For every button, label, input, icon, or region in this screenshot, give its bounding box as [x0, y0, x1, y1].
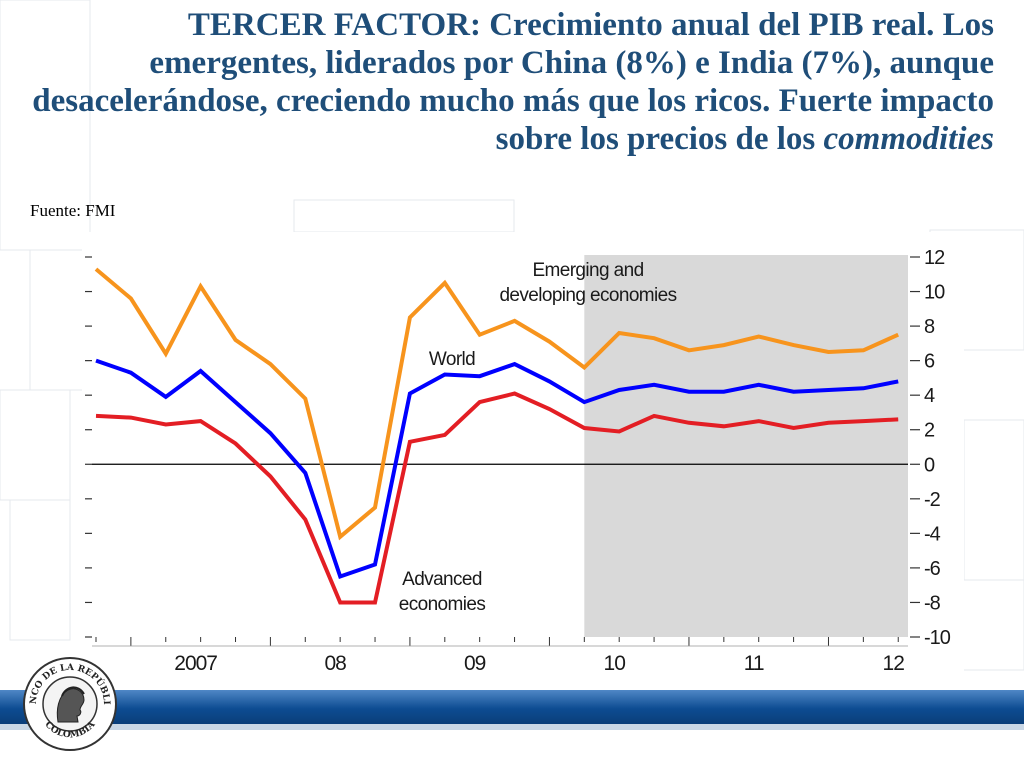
gdp-growth-chart: 12 10 8 6 4 2 0 -2 -4 -6 -8 -10 2007 08 09 10 11 12 Emergi…: [82, 232, 964, 674]
emerging-series-label: Emerging and: [532, 260, 643, 281]
x-tick-label: 11: [744, 652, 764, 674]
advanced-series-label: Advanced: [402, 569, 482, 590]
x-tick-label: 09: [464, 652, 486, 674]
slide-title-emphasis: commodities: [823, 121, 994, 157]
y-tick-label: -10: [924, 627, 951, 649]
forecast-shaded-region: [584, 255, 908, 637]
footer-bar: [0, 690, 1024, 724]
source-note: Fuente: FMI: [30, 201, 116, 220]
y-tick-label: 4: [924, 385, 935, 407]
x-tick-label: 12: [883, 652, 905, 674]
y-tick-label: 2: [924, 420, 935, 442]
advanced-series-label: economies: [399, 594, 486, 615]
slide-title: TERCER FACTOR: Crecimiento anual del PIB…: [14, 6, 994, 158]
x-tick-label: 2007: [174, 652, 217, 674]
y-tick-label: 0: [924, 454, 935, 476]
y-tick-label: 6: [924, 351, 935, 373]
y-tick-label: -4: [924, 523, 941, 545]
x-tick-label: 10: [604, 652, 626, 674]
slide-title-text: TERCER FACTOR: Crecimiento anual del PIB…: [32, 7, 994, 157]
chart-canvas: 12 10 8 6 4 2 0 -2 -4 -6 -8 -10 2007 08 09 10 11 12 Emergi…: [82, 232, 964, 674]
emerging-series-label: developing economies: [499, 285, 676, 306]
x-tick-label: 08: [324, 652, 346, 674]
y-tick-label: -6: [924, 558, 941, 580]
world-series-label: World: [429, 349, 475, 370]
advanced-series-line: [95, 391, 899, 605]
world-series-line: [95, 358, 899, 580]
emerging-series-line: [94, 267, 900, 541]
y-tick-label: 10: [924, 282, 945, 304]
y-tick-label: 12: [924, 247, 945, 269]
y-tick-label: 8: [924, 316, 935, 338]
footer-stripe: [0, 724, 1024, 730]
y-tick-label: -8: [924, 592, 941, 614]
bank-seal-logo: BANCO DE LA REPÚBLICA COLOMBIA: [22, 656, 117, 751]
y-tick-label: -2: [924, 489, 941, 511]
